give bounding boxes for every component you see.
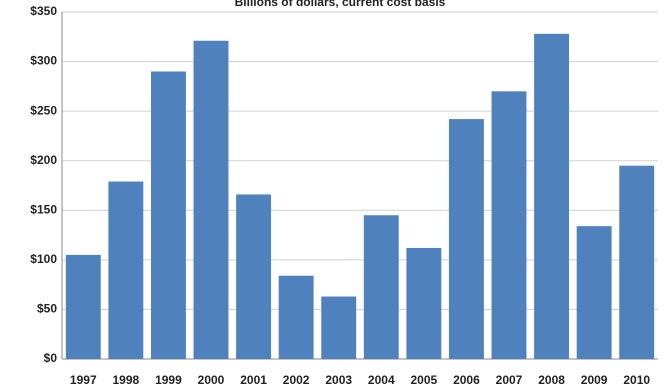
y-tick-label: $250 bbox=[30, 103, 57, 117]
bar bbox=[150, 71, 186, 359]
bar bbox=[236, 194, 272, 359]
bar bbox=[491, 91, 527, 360]
bar bbox=[193, 40, 229, 359]
x-tick-label: 2002 bbox=[283, 373, 310, 387]
x-tick-label: 2004 bbox=[368, 373, 395, 387]
bar bbox=[321, 296, 357, 359]
bar bbox=[619, 165, 655, 359]
x-tick-label: 2008 bbox=[538, 373, 565, 387]
chart-subtitle: Billions of dollars, current cost basis bbox=[235, 0, 446, 9]
x-tick-label: 2005 bbox=[411, 373, 438, 387]
x-tick-label: 2009 bbox=[581, 373, 608, 387]
x-tick-label: 2010 bbox=[623, 373, 650, 387]
x-tick-label: 2003 bbox=[325, 373, 352, 387]
bar bbox=[278, 275, 314, 359]
x-tick-label: 1999 bbox=[155, 373, 182, 387]
bar bbox=[108, 181, 144, 359]
bar bbox=[534, 33, 570, 359]
x-tick-label: 1997 bbox=[70, 373, 97, 387]
y-tick-label: $0 bbox=[44, 351, 58, 365]
y-tick-label: $200 bbox=[30, 153, 57, 167]
x-tick-label: 2006 bbox=[453, 373, 480, 387]
bar bbox=[406, 247, 442, 359]
y-tick-label: $350 bbox=[30, 4, 57, 18]
x-tick-label: 2007 bbox=[496, 373, 523, 387]
y-tick-label: $300 bbox=[30, 54, 57, 68]
x-tick-label: 2001 bbox=[240, 373, 267, 387]
x-tick-label: 2000 bbox=[198, 373, 225, 387]
bar bbox=[576, 226, 612, 359]
x-tick-label: 1998 bbox=[113, 373, 140, 387]
y-tick-label: $50 bbox=[37, 302, 57, 316]
y-tick-label: $100 bbox=[30, 252, 57, 266]
bar bbox=[65, 254, 101, 359]
bar bbox=[448, 119, 484, 360]
bar bbox=[363, 215, 399, 359]
y-tick-label: $150 bbox=[30, 202, 57, 216]
